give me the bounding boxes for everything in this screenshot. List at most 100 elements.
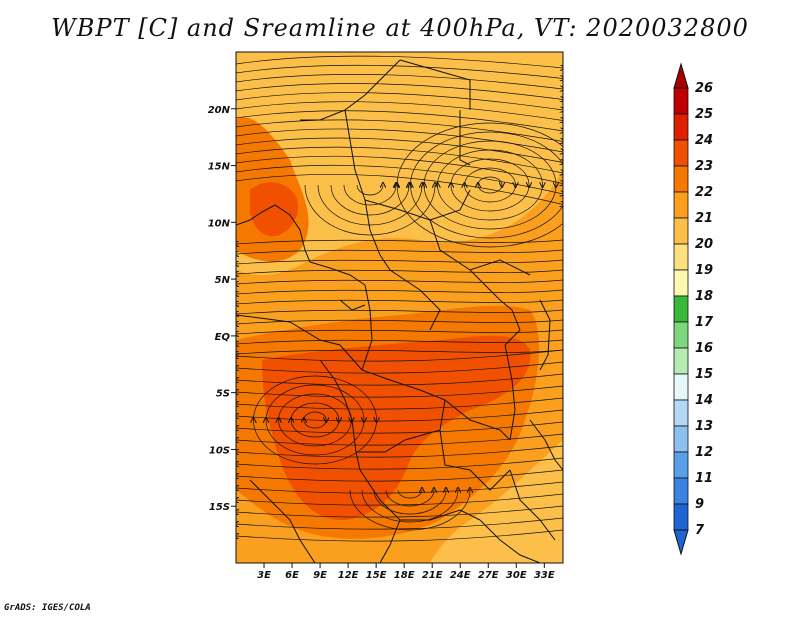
colorbar-label: 12 xyxy=(695,445,713,460)
colorbar-swatch xyxy=(673,503,689,531)
colorbar-swatch xyxy=(673,191,689,219)
lat-tick-label: EQ xyxy=(215,332,231,343)
colorbar-swatch xyxy=(673,165,689,193)
colorbar-label: 14 xyxy=(695,393,713,408)
colorbar-label: 13 xyxy=(695,419,713,434)
map-title: WBPT [C] and Sreamline at 400hPa, VT: 20… xyxy=(51,14,749,42)
colorbar-swatch xyxy=(673,217,689,245)
colorbar-label: 20 xyxy=(695,237,713,252)
colorbar-swatch xyxy=(673,139,689,167)
lon-tick-label: 18E xyxy=(394,570,415,581)
colorbar-swatch xyxy=(673,113,689,141)
lon-tick-label: 24E xyxy=(450,570,471,581)
streamline xyxy=(236,397,563,410)
border-line xyxy=(444,399,511,441)
lon-tick-label: 3E xyxy=(257,570,271,581)
lat-tick-label: 15N xyxy=(208,162,231,173)
streamline xyxy=(349,490,470,531)
colorbar-label: 15 xyxy=(695,367,713,382)
border-line xyxy=(355,451,401,521)
colorbar-label: 18 xyxy=(695,289,713,304)
streamline xyxy=(236,421,563,434)
lon-tick-label: 9E xyxy=(313,570,327,581)
colorbar-label: 17 xyxy=(695,315,714,330)
streamline xyxy=(236,101,563,121)
streamline xyxy=(236,493,563,506)
streamline xyxy=(373,490,446,515)
streamline xyxy=(236,155,563,183)
streamline xyxy=(236,329,563,334)
lon-tick-label: 33E xyxy=(534,570,555,581)
streamline xyxy=(236,92,563,110)
temperature-zone-20-southeast xyxy=(430,440,563,563)
border-line xyxy=(459,110,471,166)
lat-tick-label: 10S xyxy=(209,445,230,456)
streamline xyxy=(385,490,434,507)
colorbar-label: 16 xyxy=(695,341,713,356)
border-line xyxy=(300,59,401,121)
map-panel xyxy=(236,52,563,563)
streamline xyxy=(236,505,563,518)
colorbar: 26 25 24 23 22 21 20 19 18 17 16 15 14 13 12 11 9 7 xyxy=(673,62,714,556)
streamline xyxy=(236,259,563,264)
border-line xyxy=(509,469,556,541)
lat-tick-label: 10N xyxy=(208,218,231,229)
border-line xyxy=(539,299,551,371)
lon-tick-label: 27E xyxy=(478,570,499,581)
colorbar-swatch xyxy=(673,373,689,401)
streamline xyxy=(236,74,563,89)
streamline xyxy=(236,299,563,304)
border-line xyxy=(249,479,316,563)
streamline xyxy=(356,185,383,196)
colorbar-label: 11 xyxy=(695,471,713,486)
colorbar-label: 26 xyxy=(695,81,713,96)
streamline xyxy=(236,289,563,294)
border-line xyxy=(236,314,363,371)
streamline xyxy=(397,122,563,248)
lon-tick-label: 21E xyxy=(422,570,443,581)
lat-tick-label: 5S xyxy=(216,389,230,400)
border-line xyxy=(469,269,521,346)
temperature-zone-23-south xyxy=(262,335,531,521)
streamline xyxy=(236,269,563,274)
streamline xyxy=(236,146,563,173)
colorbar-label: 19 xyxy=(695,263,713,278)
streamline xyxy=(236,529,563,542)
streamline xyxy=(236,517,563,530)
colorbar-label: 23 xyxy=(695,159,713,174)
streamline xyxy=(397,490,422,499)
streamline xyxy=(236,55,563,68)
colorbar-swatch xyxy=(673,269,689,297)
border-line xyxy=(361,284,373,371)
border-line xyxy=(529,419,563,471)
colorbar-top-arrow xyxy=(673,62,689,89)
streamline xyxy=(304,185,435,236)
border-line xyxy=(344,109,381,256)
streamline xyxy=(236,349,563,354)
border-line xyxy=(236,204,311,263)
streamline xyxy=(236,385,563,398)
streamline xyxy=(236,249,563,254)
lat-tick-label: 15S xyxy=(209,502,230,513)
streamline xyxy=(236,83,563,99)
streamlines xyxy=(236,55,563,542)
streamline xyxy=(236,110,563,131)
streamline xyxy=(317,185,422,226)
streamline xyxy=(236,361,563,374)
colorbar-label: 24 xyxy=(695,133,713,148)
streamline xyxy=(236,445,563,458)
border-line xyxy=(339,299,366,311)
temperature-zone-23-west xyxy=(250,182,299,237)
streamline xyxy=(236,239,563,244)
streamline xyxy=(236,339,563,344)
colorbar-label: 7 xyxy=(695,523,705,538)
colorbar-swatch xyxy=(673,295,689,323)
border-line xyxy=(379,254,441,331)
border-line xyxy=(356,399,446,453)
colorbar-bottom-arrow xyxy=(673,529,689,556)
lat-tick-label: 20N xyxy=(208,105,231,116)
streamline xyxy=(236,309,563,314)
colorbar-swatch xyxy=(673,321,689,349)
streamline xyxy=(236,173,563,204)
